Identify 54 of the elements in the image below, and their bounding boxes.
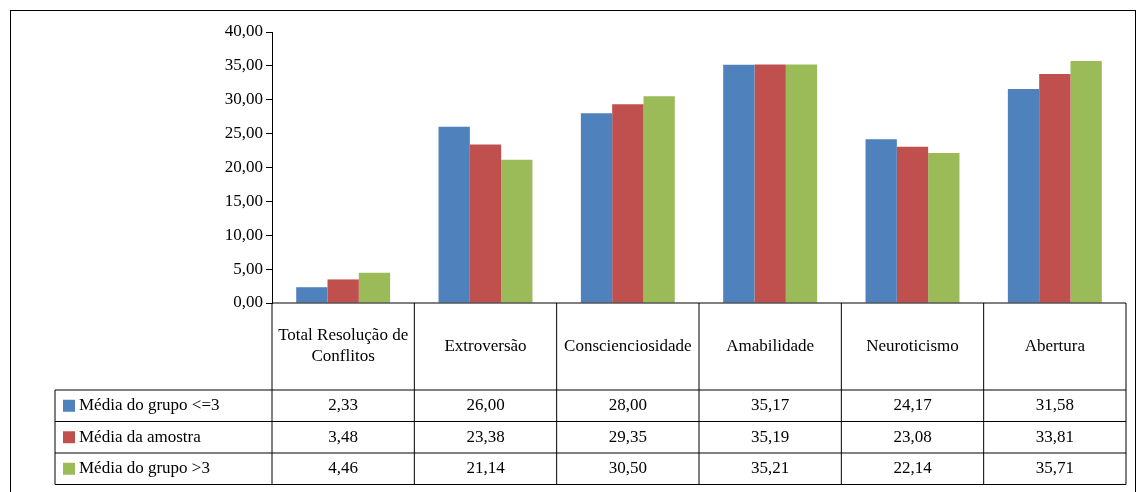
data-label: 35,21 [751, 458, 790, 478]
legend-label: Média da amostra [79, 426, 202, 446]
bar [785, 64, 818, 303]
data-label: 24,17 [893, 395, 933, 415]
bar [896, 146, 929, 303]
y-tick-label: 25,00 [224, 123, 263, 143]
data-label: 28,00 [608, 395, 647, 415]
bar [501, 159, 533, 303]
x-tick-label: Total Resolução de Conflitos [278, 325, 409, 366]
bar [1039, 73, 1071, 303]
bar [754, 64, 786, 303]
bar [580, 113, 613, 303]
data-label: 23,38 [466, 426, 505, 446]
bar [469, 144, 502, 303]
legend-label: Média do grupo >3 [79, 458, 210, 478]
x-tick-label: Conscienciosidade [564, 335, 692, 355]
bar [438, 126, 470, 303]
data-label: 29,35 [608, 426, 647, 446]
legend-label: Média do grupo <=3 [79, 395, 220, 415]
y-tick-label: 20,00 [224, 156, 263, 176]
bar [327, 279, 359, 303]
x-tick-label: Abertura [1024, 335, 1086, 355]
bar [296, 287, 328, 303]
bar [1007, 89, 1040, 303]
y-tick-label: 0,00 [233, 292, 263, 312]
bar [612, 104, 644, 303]
bar [358, 272, 391, 303]
data-label: 21,14 [466, 458, 506, 478]
data-label: 30,50 [608, 458, 647, 478]
x-tick-label: Extroversão [444, 335, 527, 355]
y-tick-label: 30,00 [224, 89, 263, 109]
x-tick-label: Amabilidade [726, 335, 815, 355]
y-tick-label: 15,00 [224, 190, 263, 210]
bar [1070, 61, 1102, 303]
y-tick-label: 35,00 [224, 55, 263, 75]
data-label: 2,33 [328, 395, 359, 415]
data-label: 35,17 [751, 395, 790, 415]
bar [723, 64, 755, 303]
data-label: 3,48 [328, 426, 359, 446]
y-tick-label: 5,00 [233, 258, 263, 278]
data-label: 22,14 [893, 458, 933, 478]
data-label: 35,71 [1035, 458, 1074, 478]
bar [865, 139, 897, 303]
bar [928, 153, 960, 303]
data-label: 23,08 [893, 426, 932, 446]
bar [643, 96, 675, 303]
data-label: 33,81 [1035, 426, 1074, 446]
y-tick-label: 10,00 [224, 224, 263, 244]
data-label: 31,58 [1035, 395, 1074, 415]
x-tick-label: Neuroticismo [866, 335, 959, 355]
data-label: 4,46 [328, 458, 359, 478]
data-label: 35,19 [751, 426, 790, 446]
y-tick-label: 40,00 [224, 21, 263, 41]
data-label: 26,00 [466, 395, 505, 415]
